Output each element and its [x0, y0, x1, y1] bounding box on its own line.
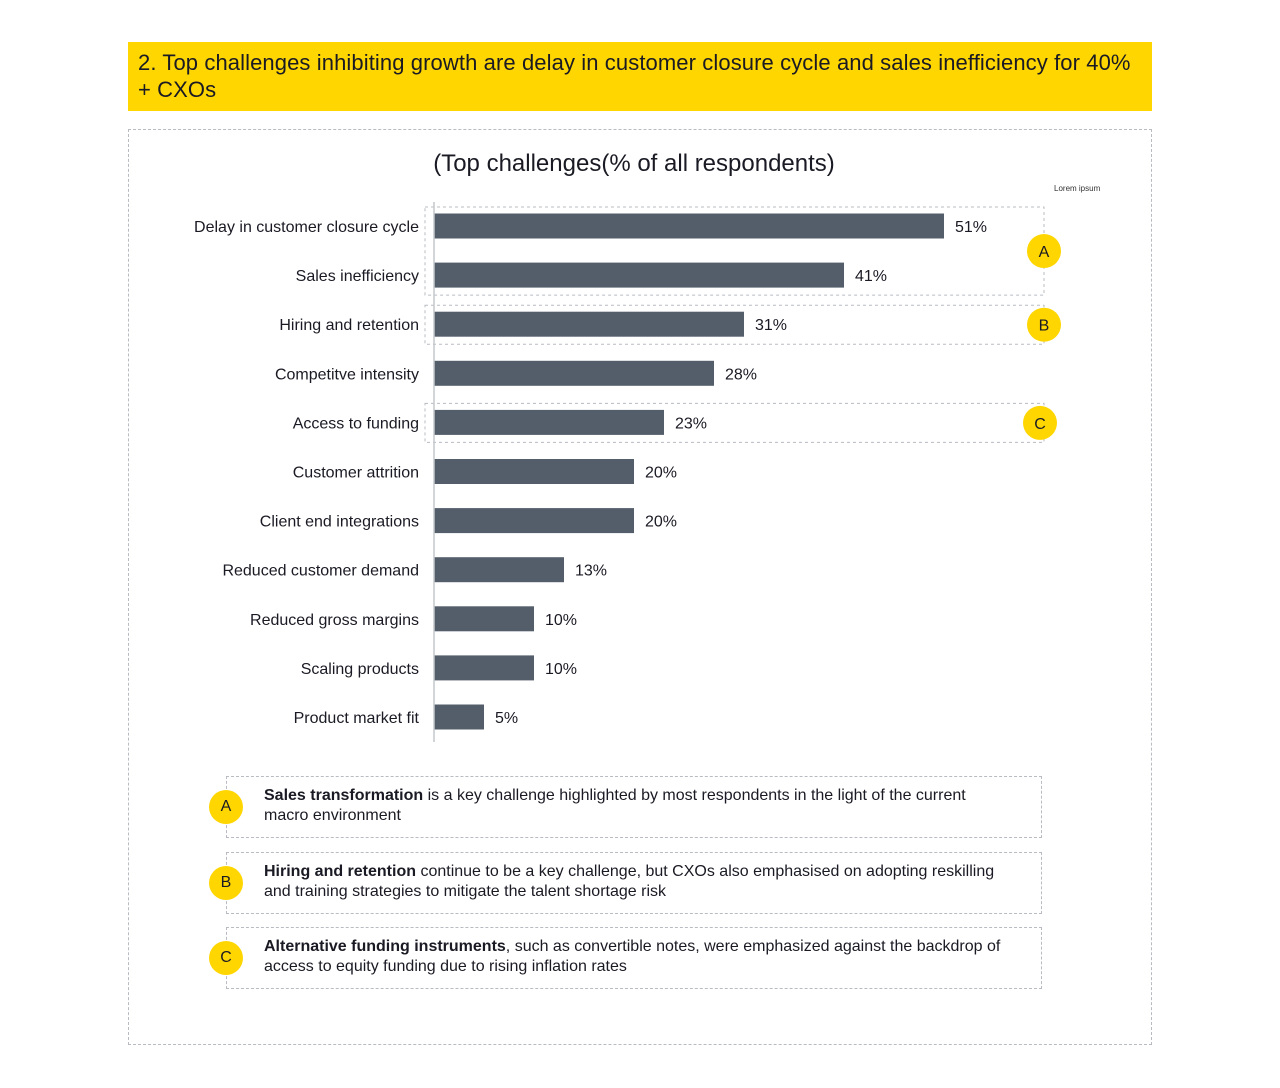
value-label-client-end-integrations: 20%: [645, 514, 677, 531]
note-c-bold: Alternative funding instruments: [264, 938, 506, 955]
group-badge-c: [1023, 405, 1057, 440]
bar-access-to-funding: [434, 409, 664, 435]
bar-hiring-and-retention: [434, 311, 744, 337]
note-a-text: Sales transformation is a key challenge …: [264, 786, 1004, 826]
bar-competitve-intensity: [434, 360, 714, 386]
bar-delay-in-customer-closure-cycle: [434, 213, 944, 239]
value-label-access-to-funding: 23%: [675, 415, 707, 432]
value-label-customer-attrition: 20%: [645, 465, 677, 482]
value-label-hiring-and-retention: 31%: [755, 317, 787, 334]
category-label-competitve-intensity: Competitve intensity: [275, 366, 419, 383]
group-badge-label-c: C: [1034, 416, 1046, 433]
note-a-body: is a key challenge highlighted by most r…: [264, 787, 966, 824]
bar-scaling-products: [434, 655, 534, 681]
chart-title: (Top challenges(% of all respondents): [433, 150, 835, 177]
bars: Delay in customer closure cycle 51% Sales …: [194, 213, 987, 730]
category-label-scaling-products: Scaling products: [301, 661, 419, 678]
note-b-text: Hiring and retention continue to be a ke…: [264, 862, 1004, 902]
value-label-reduced-customer-demand: 13%: [575, 563, 607, 580]
category-label-delay-in-customer-closure-cycle: Delay in customer closure cycle: [194, 219, 419, 236]
bar-product-market-fit: [434, 704, 484, 730]
group-badges: A B C: [1023, 234, 1061, 440]
bar-client-end-integrations: [434, 508, 634, 534]
page-title: 2. Top challenges inhibiting growth are …: [138, 50, 1131, 102]
highlight-box-a: [424, 206, 1045, 296]
value-label-competitve-intensity: 28%: [725, 366, 757, 383]
badge-c: C: [209, 941, 243, 975]
note-b-body: continue to be a key challenge, but CXOs…: [264, 863, 995, 900]
note-a-bold: Sales transformation: [264, 787, 424, 804]
bar-customer-attrition: [434, 459, 634, 484]
group-badge-b: [1027, 307, 1061, 342]
group-badge-a: [1027, 234, 1061, 269]
category-label-client-end-integrations: Client end integrations: [260, 514, 419, 531]
note-a: A Sales transformation is a key challeng…: [209, 776, 1042, 838]
value-label-delay-in-customer-closure-cycle: 51%: [955, 219, 987, 236]
note-b: B Hiring and retention continue to be a …: [209, 852, 1042, 914]
header-banner: 2. Top challenges inhibiting growth are …: [128, 42, 1152, 111]
bar-reduced-customer-demand: [434, 557, 564, 583]
note-c-text: Alternative funding instruments, such as…: [264, 937, 1004, 977]
content-frame: [128, 129, 1152, 1045]
note-c: C Alternative funding instruments, such …: [209, 927, 1042, 989]
value-label-scaling-products: 10%: [545, 661, 577, 678]
value-label-reduced-gross-margins: 10%: [545, 612, 577, 629]
category-label-access-to-funding: Access to funding: [293, 415, 419, 432]
category-label-reduced-customer-demand: Reduced customer demand: [222, 563, 419, 580]
bar-sales-inefficiency: [434, 262, 844, 288]
category-label-hiring-and-retention: Hiring and retention: [279, 317, 419, 334]
category-label-sales-inefficiency: Sales inefficiency: [296, 268, 419, 285]
group-badge-label-a: A: [1039, 244, 1050, 261]
value-label-product-market-fit: 5%: [495, 710, 518, 727]
group-badge-label-b: B: [1039, 318, 1050, 335]
note-c-body: , such as convertible notes, were emphas…: [264, 938, 1001, 975]
category-label-reduced-gross-margins: Reduced gross margins: [250, 612, 419, 629]
note-b-bold: Hiring and retention: [264, 863, 416, 880]
value-label-sales-inefficiency: 41%: [855, 268, 887, 285]
bar-reduced-gross-margins: [434, 606, 534, 632]
category-label-product-market-fit: Product market fit: [294, 710, 420, 727]
chart-annotation: Lorem ipsum: [1054, 184, 1101, 193]
category-label-customer-attrition: Customer attrition: [293, 465, 419, 482]
badge-a: A: [209, 790, 243, 824]
badge-b: B: [209, 866, 243, 900]
